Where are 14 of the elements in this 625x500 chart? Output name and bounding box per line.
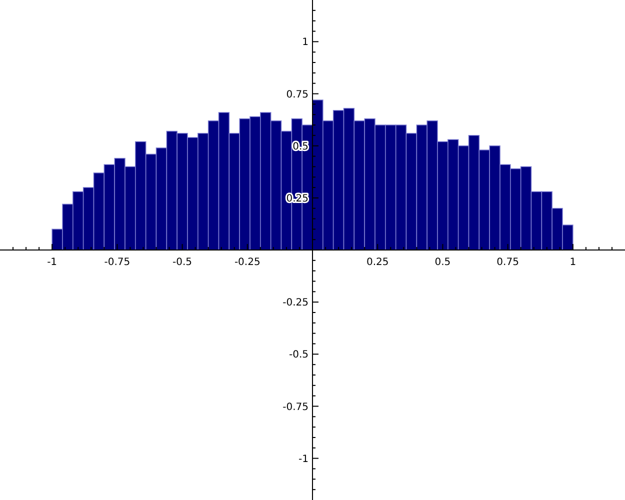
y-tick-label: -0.75 [282,402,308,413]
x-tick-label: -0.75 [104,257,130,268]
x-tick-label: 0.5 [434,257,451,268]
y-tick-label: -0.25 [282,298,308,309]
x-tick-label: -0.25 [234,257,260,268]
x-tick-label: -1 [47,257,58,268]
y-tick-label: -1 [298,454,308,465]
x-tick-label: 1 [570,257,576,268]
y-tick-label: 0.75 [286,89,308,100]
y-tick-label: 1 [302,37,308,48]
x-tick-label: 0.25 [366,257,389,268]
x-tick-label: -0.5 [172,257,192,268]
y-tick-label: -0.5 [288,350,308,361]
x-tick-label: 0.75 [496,257,519,268]
